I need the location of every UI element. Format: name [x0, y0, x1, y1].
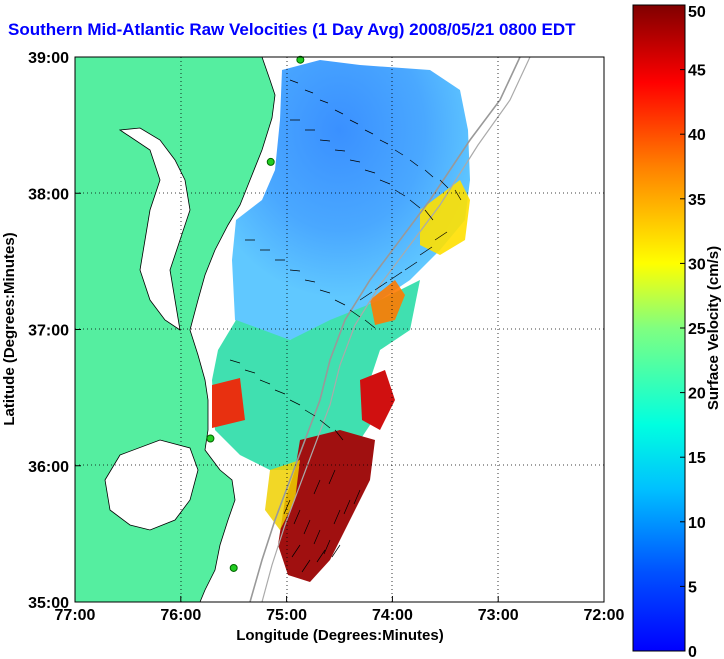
- colorbar-tick-label: 5: [688, 579, 697, 596]
- velocity-field-red-mid: [360, 370, 395, 430]
- y-tick-label: 39:00: [28, 50, 69, 67]
- y-tick-label: 38:00: [28, 186, 69, 203]
- x-tick-label: 74:00: [372, 607, 413, 624]
- y-tick-label: 36:00: [28, 459, 69, 476]
- chesapeake-bay: [118, 127, 191, 331]
- map-plot-area: [74, 55, 605, 603]
- colorbar-label: Surface Velocity (cm/s): [705, 246, 722, 410]
- velocity-field-dark-south: [278, 430, 375, 582]
- x-tick-label: 76:00: [160, 607, 201, 624]
- velocity-field-yellow-north: [420, 180, 470, 255]
- radar-station-marker: [229, 563, 238, 572]
- colorbar-tick-label: 15: [688, 450, 706, 467]
- radar-station-marker: [206, 434, 215, 443]
- colorbar-gradient: [632, 4, 686, 652]
- y-axis-label: Latitude (Degrees:Minutes): [1, 232, 18, 425]
- x-axis-label: Longitude (Degrees:Minutes): [236, 627, 444, 644]
- x-tick-label: 75:00: [266, 607, 307, 624]
- station-markers: [206, 55, 305, 572]
- sound-water: [104, 439, 199, 531]
- isobath-line-2: [261, 57, 531, 602]
- velocity-field-orange-ridge: [370, 280, 405, 325]
- radar-station-marker: [296, 55, 305, 64]
- chart-title: Southern Mid-Atlantic Raw Velocities (1 …: [8, 20, 576, 39]
- isobath-line-1: [249, 57, 521, 602]
- colorbar-tick-label: 45: [688, 63, 706, 80]
- x-tick-label: 77:00: [55, 607, 96, 624]
- colorbar: 0 5 10 15 20 25 30 35 40 45 50 Surface Velocity (c…: [632, 4, 722, 659]
- colorbar-tick-label: 10: [688, 515, 706, 532]
- x-tick-label: 73:00: [478, 607, 519, 624]
- x-tick-label: 72:00: [584, 607, 625, 624]
- colorbar-tick-label: 50: [688, 4, 706, 21]
- colorbar-tick-label: 40: [688, 127, 706, 144]
- y-tick-label: 37:00: [28, 323, 69, 340]
- colorbar-tick-label: 35: [688, 192, 706, 209]
- colorbar-tick-label: 25: [688, 321, 706, 338]
- colorbar-tick-label: 0: [688, 644, 697, 659]
- velocity-field-red-west: [212, 378, 245, 428]
- radar-station-marker: [266, 157, 275, 166]
- colorbar-ticks: 0 5 10 15 20 25 30 35 40 45 50: [680, 4, 706, 659]
- x-axis: 77:00 76:00 75:00 74:00 73:00 72:00: [55, 596, 625, 624]
- grid-lines: [75, 57, 604, 602]
- y-tick-label: 35:00: [28, 595, 69, 612]
- colorbar-tick-label: 30: [688, 256, 706, 273]
- y-axis: 35:00 36:00 37:00 38:00 39:00: [28, 50, 81, 612]
- colorbar-tick-label: 20: [688, 386, 706, 403]
